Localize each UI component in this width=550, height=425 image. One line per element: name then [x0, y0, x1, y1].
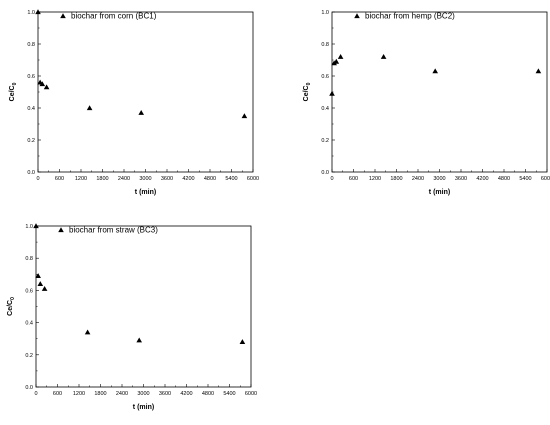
- y-axis-title-main: Ce/C: [7, 300, 14, 316]
- x-tick-label: 600: [349, 176, 358, 182]
- x-tick-label: 1200: [369, 176, 381, 182]
- chart-panel-2: 0 600 1200 1800 2400 3000 3600 4200 4800 5400 600 0…: [303, 10, 550, 196]
- y-tick-label: 0.4: [27, 106, 35, 112]
- x-tick-label: 1200: [73, 391, 85, 397]
- x-tick-label: 2400: [118, 176, 130, 182]
- x-tick-label: 1800: [94, 391, 106, 397]
- chart-panel-3: 0 600 1200 1800 2400 3000 3600 4200 4800 5400 6000…: [7, 223, 257, 411]
- x-tick-label: 4800: [498, 176, 510, 182]
- y-axis-title-subscript: 0: [306, 82, 312, 85]
- data-point: [136, 337, 142, 343]
- x-tick-label: 3000: [139, 176, 151, 182]
- data-point: [239, 339, 246, 345]
- legend-marker: [354, 13, 360, 19]
- legend-label: biochar from hemp (BC2): [365, 12, 455, 21]
- data-point: [33, 223, 39, 229]
- plot-frame: [331, 11, 548, 173]
- legend-label: biochar from straw (BC3): [69, 226, 158, 235]
- x-tick-label: 3000: [433, 176, 445, 182]
- x-tick-label: 4800: [202, 391, 214, 397]
- x-tick-label: 600: [53, 391, 62, 397]
- x-tick-label: 4200: [476, 176, 488, 182]
- y-tick-label: 0.0: [27, 170, 35, 176]
- plot-frame: [37, 11, 254, 173]
- y-tick-label: 0.6: [321, 74, 329, 80]
- y-tick-label: 0.8: [25, 256, 33, 262]
- data-point: [35, 273, 41, 279]
- data-point: [84, 329, 91, 335]
- y-tick-label: 0.2: [25, 353, 33, 359]
- y-axis-title-main: Ce/C: [9, 85, 16, 101]
- y-tick-label: 0.4: [321, 106, 329, 112]
- x-tick-label: 6000: [541, 176, 550, 182]
- data-point: [432, 68, 438, 74]
- y-tick-label: 1.0: [27, 10, 35, 16]
- data-point: [35, 9, 41, 15]
- legend-marker: [58, 227, 64, 233]
- x-tick-label: 1800: [96, 176, 108, 182]
- y-tick-label: 0.0: [25, 385, 33, 391]
- y-axis-title-subscript: 0: [12, 82, 18, 85]
- x-tick-label: 0: [34, 391, 37, 397]
- x-tick-label: 3600: [159, 391, 171, 397]
- y-tick-label: 0.8: [321, 42, 329, 48]
- x-tick-label: 2400: [116, 391, 128, 397]
- x-tick-label: 6000: [245, 391, 257, 397]
- y-axis-title: Ce/C0: [303, 82, 312, 101]
- y-tick-label: 0.0: [321, 170, 329, 176]
- y-tick-label: 0.6: [25, 288, 33, 294]
- chart-panel-1: 0 600 1200 1800 2400 3000 3600 4200 4800 5400 6000…: [9, 9, 259, 196]
- data-point: [333, 58, 340, 64]
- data-point: [241, 113, 248, 119]
- y-tick-label: 0.6: [27, 74, 35, 80]
- x-tick-label: 5400: [225, 176, 237, 182]
- y-axis-title: Ce/C0: [7, 297, 16, 316]
- data-point: [337, 54, 344, 59]
- x-tick-label: 4200: [182, 176, 194, 182]
- data-point: [535, 68, 542, 74]
- x-tick-label: 3600: [455, 176, 467, 182]
- x-tick-label: 3600: [161, 176, 173, 182]
- x-tick-label: 1800: [390, 176, 402, 182]
- data-point: [43, 84, 50, 90]
- y-axis-title: Ce/C0: [9, 82, 18, 101]
- data-point: [37, 281, 44, 287]
- x-tick-label: 600: [55, 176, 64, 182]
- data-point: [39, 81, 46, 87]
- x-axis-title: t (min): [133, 404, 154, 411]
- y-tick-label: 0.4: [25, 321, 33, 327]
- x-tick-label: 0: [36, 176, 39, 182]
- data-point: [380, 54, 387, 59]
- data-point: [329, 90, 335, 96]
- y-tick-label: 1.0: [321, 10, 329, 16]
- x-axis-title: t (min): [429, 189, 450, 196]
- x-tick-label: 5400: [519, 176, 531, 182]
- legend-label: biochar from corn (BC1): [71, 12, 157, 21]
- x-axis-title: t (min): [135, 189, 156, 196]
- x-tick-label: 5400: [223, 391, 235, 397]
- x-tick-label: 1200: [75, 176, 87, 182]
- x-tick-label: 4200: [180, 391, 192, 397]
- legend-marker: [60, 13, 66, 19]
- y-tick-label: 0.8: [27, 42, 35, 48]
- x-tick-label: 0: [330, 176, 333, 182]
- y-tick-label: 1.0: [25, 224, 33, 230]
- data-point: [41, 285, 48, 291]
- data-point: [138, 110, 144, 115]
- x-tick-label: 2400: [412, 176, 424, 182]
- y-tick-label: 0.2: [321, 138, 329, 144]
- data-point: [86, 105, 93, 111]
- y-axis-title-main: Ce/C: [303, 85, 310, 101]
- x-tick-label: 3000: [137, 391, 149, 397]
- y-tick-label: 0.2: [27, 138, 35, 144]
- x-tick-label: 4800: [204, 176, 216, 182]
- plot-frame: [35, 225, 252, 388]
- y-axis-title-subscript: 0: [10, 297, 16, 300]
- x-tick-label: 6000: [247, 176, 259, 182]
